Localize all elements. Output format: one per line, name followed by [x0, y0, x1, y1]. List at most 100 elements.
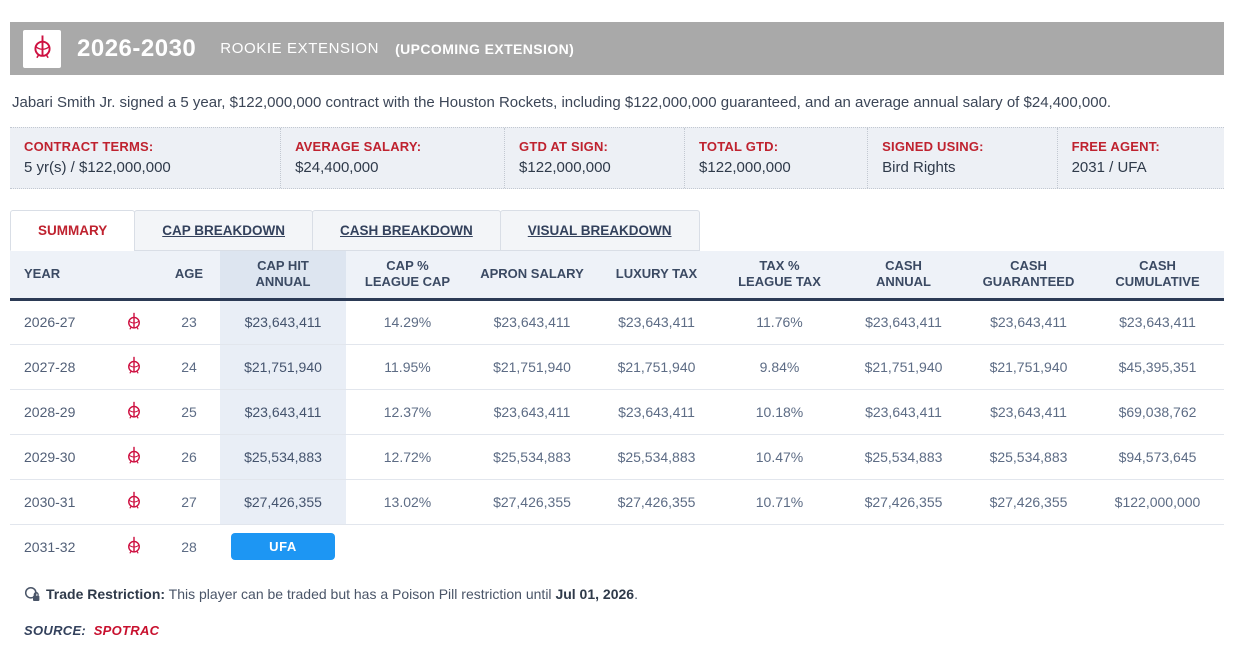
col-header-cash-guaranteed: CASH GUARANTEED [966, 251, 1091, 301]
col-header-line: CUMULATIVE [1115, 274, 1200, 290]
terms-label: SIGNED USING: [882, 139, 984, 154]
cell-year: 2028-29 [10, 389, 110, 435]
contract-header-bar: 2026-2030 ROOKIE EXTENSION (UPCOMING EXT… [10, 22, 1224, 75]
cell-age: 25 [158, 389, 220, 435]
salary-table: YEAR AGE CAP HIT ANNUAL CAP % LEAGUE CAP… [10, 251, 1224, 569]
cell-empty [346, 524, 469, 569]
cell-apron-salary: $23,643,411 [469, 389, 595, 435]
cell-empty [469, 524, 595, 569]
col-header-line: CAP HIT [257, 258, 309, 273]
col-header-line: LEAGUE TAX [738, 274, 821, 290]
cell-cap-pct: 12.37% [346, 389, 469, 435]
terms-label: AVERAGE SALARY: [295, 139, 422, 154]
cell-cap-hit: $23,643,411 [220, 299, 346, 345]
contract-status-note: (UPCOMING EXTENSION) [395, 40, 575, 57]
team-logo-cell [110, 479, 158, 525]
cell-age: 23 [158, 299, 220, 345]
contract-page: 2026-2030 ROOKIE EXTENSION (UPCOMING EXT… [10, 22, 1224, 638]
contract-terms-strip: CONTRACT TERMS: 5 yr(s) / $122,000,000 A… [10, 127, 1224, 189]
cell-tax-pct: 10.71% [718, 479, 841, 525]
col-header-line: CASH [1010, 258, 1047, 273]
cell-luxury-tax: $23,643,411 [595, 389, 718, 435]
cell-luxury-tax: $23,643,411 [595, 299, 718, 345]
cell-age: 28 [181, 538, 197, 555]
col-header-apron-salary: APRON SALARY [469, 251, 595, 301]
rockets-logo-icon [124, 312, 144, 334]
col-header-line: ANNUAL [876, 274, 931, 290]
team-logo-cell [110, 434, 158, 480]
source-label: SOURCE: [24, 623, 87, 638]
cell-empty [718, 524, 841, 569]
cell-tax-pct: 10.18% [718, 389, 841, 435]
cell-cap-hit: $21,751,940 [220, 344, 346, 390]
col-header-cash-cumulative: CASH CUMULATIVE [1091, 251, 1224, 301]
trade-note-title: Trade Restriction: [46, 586, 166, 602]
terms-value: 5 yr(s) / $122,000,000 [24, 159, 171, 176]
table-row: 2028-29 25 $23,643,411 12.37% $23,643,41… [10, 389, 1224, 435]
rockets-logo-icon [124, 356, 144, 378]
col-header-line: LEAGUE CAP [364, 274, 451, 290]
cell-cash-annual: $25,534,883 [841, 434, 966, 480]
terms-cell-gtd-at-sign: GTD AT SIGN: $122,000,000 [505, 128, 686, 188]
team-logo-box [23, 29, 61, 68]
cell-cash-guaranteed: $23,643,411 [966, 389, 1091, 435]
cell-cash-cumulative: $23,643,411 [1091, 299, 1224, 345]
cell-tax-pct: 10.47% [718, 434, 841, 480]
cell-cash-guaranteed: $27,426,355 [966, 479, 1091, 525]
cell-cap-hit: $25,534,883 [220, 434, 346, 480]
contract-type: ROOKIE EXTENSION [220, 40, 380, 57]
col-header-line: ANNUAL [255, 274, 311, 290]
cell-luxury-tax: $27,426,355 [595, 479, 718, 525]
cell-luxury-tax: $25,534,883 [595, 434, 718, 480]
cell-cap-pct: 12.72% [346, 434, 469, 480]
cell-apron-salary: $23,643,411 [469, 299, 595, 345]
breakdown-tabs: SUMMARY CAP BREAKDOWN CASH BREAKDOWN VIS… [10, 210, 1224, 251]
cell-empty [966, 524, 1091, 569]
tab-visual-breakdown[interactable]: VISUAL BREAKDOWN [499, 210, 700, 251]
cell-apron-salary: $27,426,355 [469, 479, 595, 525]
table-row-free-agency: 2031-32 28 UFA [10, 524, 1224, 569]
cell-free-agent-badge: UFA [220, 524, 346, 569]
cell-cash-annual: $21,751,940 [841, 344, 966, 390]
cell-cash-guaranteed: $23,643,411 [966, 299, 1091, 345]
cell-apron-salary: $25,534,883 [469, 434, 595, 480]
source-link-spotrac[interactable]: SPOTRAC [93, 623, 160, 638]
cell-luxury-tax: $21,751,940 [595, 344, 718, 390]
cell-cash-annual: $27,426,355 [841, 479, 966, 525]
rockets-logo-icon [29, 33, 56, 65]
cell-cash-cumulative: $122,000,000 [1091, 479, 1224, 525]
trade-restriction-note: Trade Restriction: This player can be tr… [24, 586, 1222, 602]
cell-year: 2027-28 [10, 344, 110, 390]
tab-cap-breakdown[interactable]: CAP BREAKDOWN [134, 210, 314, 251]
cell-cash-cumulative: $94,573,645 [1091, 434, 1224, 480]
cell-cash-annual: $23,643,411 [841, 389, 966, 435]
cell-cash-annual: $23,643,411 [841, 299, 966, 345]
col-header-cap-hit: CAP HIT ANNUAL [220, 251, 346, 301]
terms-value: $24,400,000 [295, 159, 379, 176]
cell-cap-hit: $23,643,411 [220, 389, 346, 435]
team-logo-cell [110, 389, 158, 435]
team-logo-cell [110, 524, 158, 569]
terms-label: FREE AGENT: [1071, 139, 1160, 154]
tab-summary[interactable]: SUMMARY [10, 210, 136, 251]
cell-year: 2031-32 [24, 538, 76, 555]
col-header-line: CAP % [386, 258, 429, 273]
table-row: 2029-30 26 $25,534,883 12.72% $25,534,88… [10, 434, 1224, 480]
terms-cell-average-salary: AVERAGE SALARY: $24,400,000 [281, 128, 506, 188]
col-header-cash-annual: CASH ANNUAL [841, 251, 966, 301]
cell-cash-cumulative: $45,395,351 [1091, 344, 1224, 390]
cell-year: 2030-31 [10, 479, 110, 525]
terms-label: CONTRACT TERMS: [24, 139, 154, 154]
tab-cash-breakdown[interactable]: CASH BREAKDOWN [312, 210, 501, 251]
cell-empty [595, 524, 718, 569]
col-header-team [110, 251, 158, 301]
terms-cell-total-gtd: TOTAL GTD: $122,000,000 [685, 128, 869, 188]
cell-cap-pct: 14.29% [346, 299, 469, 345]
cell-cash-guaranteed: $21,751,940 [966, 344, 1091, 390]
trade-lock-icon [24, 586, 40, 602]
trade-note-text: Trade Restriction: This player can be tr… [46, 586, 638, 602]
terms-value: Bird Rights [882, 159, 956, 176]
col-header-year: YEAR [10, 251, 110, 301]
ufa-badge: UFA [231, 533, 335, 561]
terms-value: $122,000,000 [519, 159, 611, 176]
